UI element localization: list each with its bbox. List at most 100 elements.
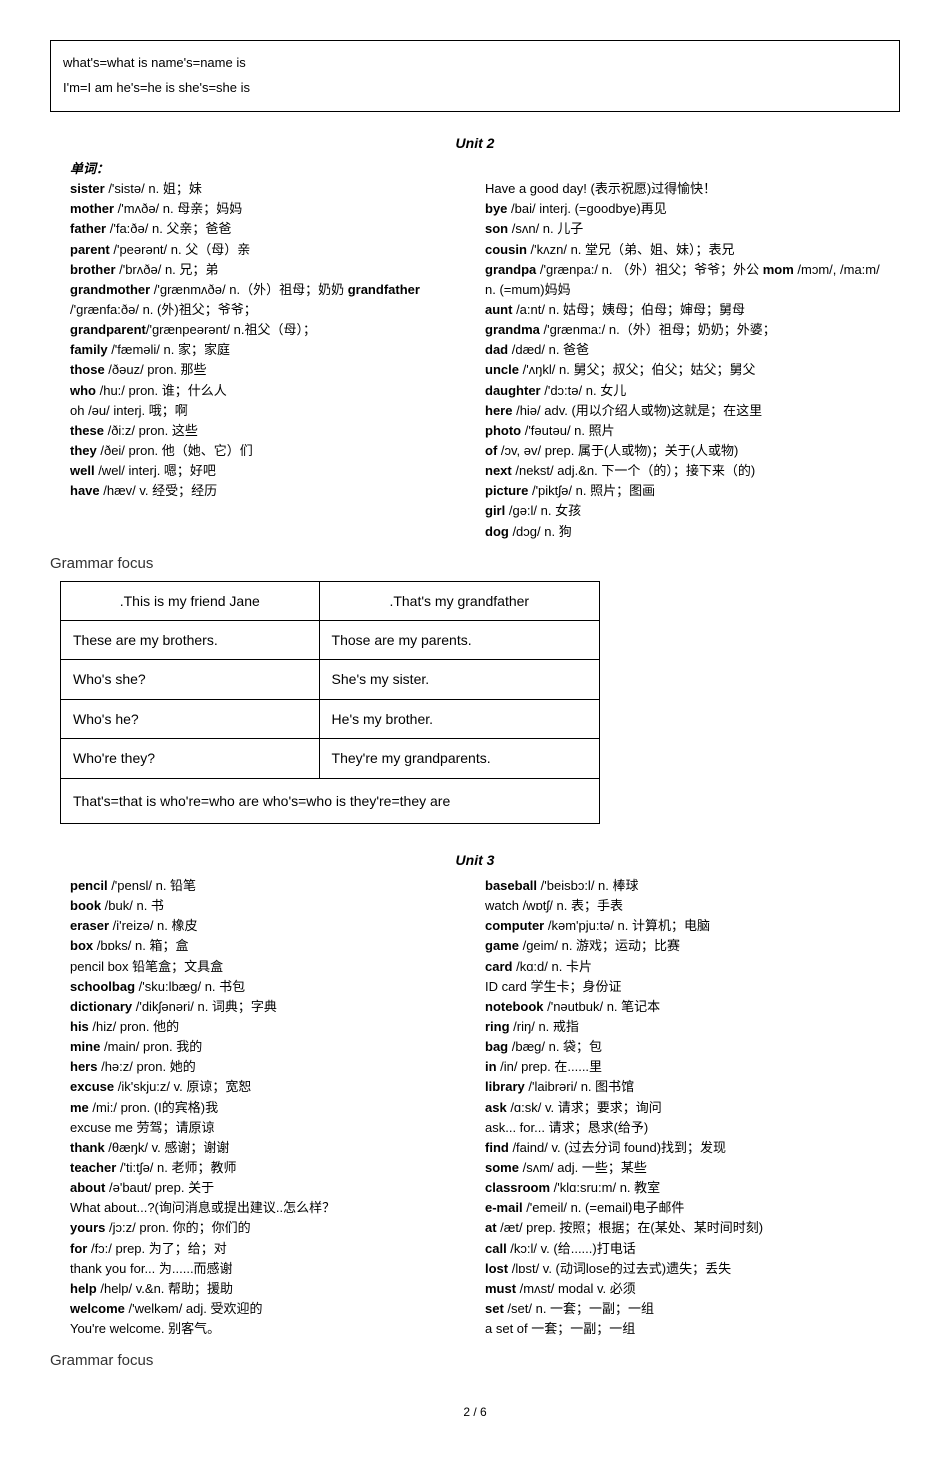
vocab-entry: me /mi:/ pron. (I的宾格)我 [70, 1098, 465, 1118]
vocab-entry: You're welcome. 别客气。 [70, 1319, 465, 1339]
vocab-entry: daughter /'dɔ:tə/ n. 女儿 [485, 381, 880, 401]
vocab-entry: these /ði:z/ pron. 这些 [70, 421, 465, 441]
unit3-vocab-left: pencil /'pensl/ n. 铅笔book /buk/ n. 书eras… [70, 876, 465, 1339]
grammar-cell: He's my brother. [319, 699, 599, 738]
vocab-entry: brother /'brʌðə/ n. 兄；弟 [70, 260, 465, 280]
vocab-entry: What about...?(询问消息或提出建议..怎么样？ [70, 1198, 465, 1218]
vocab-entry: here /hiə/ adv. (用以介绍人或物)这就是；在这里 [485, 401, 880, 421]
table-row: These are my brothers.Those are my paren… [61, 621, 600, 660]
vocab-entry: grandparent/'grænpeərənt/ n.祖父（母）； [70, 320, 465, 340]
vocab-entry: next /nekst/ adj.&n. 下一个（的）；接下来（的) [485, 461, 880, 481]
grammar-table-unit2: .This is my friend Jane.That's my grandf… [60, 581, 600, 824]
unit3-title: Unit 3 [50, 849, 900, 871]
vocab-entry: watch /wɒtʃ/ n. 表；手表 [485, 896, 880, 916]
grammar-focus-heading: Grammar focus [50, 552, 900, 576]
grammar-cell: Who's he? [61, 699, 320, 738]
unit2-vocab-right: Have a good day! (表示祝愿)过得愉快！bye /bai/ in… [485, 159, 880, 542]
vocab-entry: bye /bai/ interj. (=goodbye)再见 [485, 199, 880, 219]
vocab-entry: set /set/ n. 一套；一副；一组 [485, 1299, 880, 1319]
vocab-header: 单词： [70, 159, 465, 179]
unit2-vocab-left: 单词： sister /'sistə/ n. 姐；妹mother /'mʌðə/… [70, 159, 465, 542]
vocab-entry: grandpa /'grænpa:/ n. （外）祖父；爷爷；外公 mom /m… [485, 260, 880, 300]
vocab-entry: call /kɔ:l/ v. (给......)打电话 [485, 1239, 880, 1259]
vocab-entry: card /kɑ:d/ n. 卡片 [485, 957, 880, 977]
vocab-entry: library /'laibrəri/ n. 图书馆 [485, 1077, 880, 1097]
vocab-entry: ID card 学生卡；身份证 [485, 977, 880, 997]
page-number: 2 / 6 [50, 1403, 900, 1422]
grammar-cell: She's my sister. [319, 660, 599, 699]
grammar-focus-heading-3: Grammar focus [50, 1349, 900, 1373]
vocab-entry: classroom /'klɑ:sru:m/ n. 教室 [485, 1178, 880, 1198]
contractions-line-2: I'm=I am he's=he is she's=she is [63, 78, 887, 99]
vocab-entry: game /geim/ n. 游戏；运动；比赛 [485, 936, 880, 956]
vocab-entry: at /æt/ prep. 按照；根据；在(某处、某时间时刻) [485, 1218, 880, 1238]
vocab-entry: must /mʌst/ modal v. 必须 [485, 1279, 880, 1299]
vocab-entry: family /'fæməli/ n. 家；家庭 [70, 340, 465, 360]
vocab-entry: those /ðəuz/ pron. 那些 [70, 360, 465, 380]
vocab-entry: photo /'fəutəu/ n. 照片 [485, 421, 880, 441]
vocab-entry: aunt /a:nt/ n. 姑母；姨母；伯母；婶母；舅母 [485, 300, 880, 320]
vocab-entry: his /hiz/ pron. 他的 [70, 1017, 465, 1037]
grammar-cell: Those are my parents. [319, 621, 599, 660]
vocab-entry: box /bɒks/ n. 箱；盒 [70, 936, 465, 956]
vocab-entry: teacher /'ti:tʃə/ n. 老师；教师 [70, 1158, 465, 1178]
table-row: Who're they?They're my grandparents. [61, 739, 600, 778]
vocab-entry: hers /hə:z/ pron. 她的 [70, 1057, 465, 1077]
grammar-cell: Who're they? [61, 739, 320, 778]
vocab-entry: bag /bæg/ n. 袋；包 [485, 1037, 880, 1057]
vocab-entry: of /ɔv, əv/ prep. 属于(人或物)；关于(人或物) [485, 441, 880, 461]
vocab-entry: for /fɔ:/ prep. 为了；给；对 [70, 1239, 465, 1259]
grammar-footer: That's=that is who're=who are who's=who … [61, 778, 600, 823]
vocab-entry: a set of 一套；一副；一组 [485, 1319, 880, 1339]
vocab-entry: father /'fa:ðə/ n. 父亲；爸爸 [70, 219, 465, 239]
vocab-entry: yours /jɔ:z/ pron. 你的；你们的 [70, 1218, 465, 1238]
vocab-entry: mother /'mʌðə/ n. 母亲；妈妈 [70, 199, 465, 219]
vocab-entry: excuse /ik'skju:z/ v. 原谅；宽恕 [70, 1077, 465, 1097]
table-row: Who's he?He's my brother. [61, 699, 600, 738]
vocab-entry: e-mail /'emeil/ n. (=email)电子邮件 [485, 1198, 880, 1218]
vocab-entry: ring /riŋ/ n. 戒指 [485, 1017, 880, 1037]
unit2-vocab: 单词： sister /'sistə/ n. 姐；妹mother /'mʌðə/… [70, 159, 880, 542]
contractions-line-1: what's=what is name's=name is [63, 53, 887, 74]
vocab-entry: baseball /'beisbɔ:l/ n. 棒球 [485, 876, 880, 896]
vocab-entry: cousin /'kʌzn/ n. 堂兄（弟、姐、妹）；表兄 [485, 240, 880, 260]
vocab-entry: well /wel/ interj. 嗯；好吧 [70, 461, 465, 481]
vocab-entry: they /ðei/ pron. 他（她、它）们 [70, 441, 465, 461]
table-row: Who's she?She's my sister. [61, 660, 600, 699]
vocab-entry: excuse me 劳驾；请原谅 [70, 1118, 465, 1138]
vocab-entry: computer /kəm'pju:tə/ n. 计算机；电脑 [485, 916, 880, 936]
vocab-entry: Have a good day! (表示祝愿)过得愉快！ [485, 179, 880, 199]
vocab-entry: lost /lɒst/ v. (动词lose的过去式)遗失；丢失 [485, 1259, 880, 1279]
unit3-vocab-right: baseball /'beisbɔ:l/ n. 棒球watch /wɒtʃ/ n… [485, 876, 880, 1339]
vocab-entry: ask... for... 请求；恳求(给予) [485, 1118, 880, 1138]
table-row: .This is my friend Jane.That's my grandf… [61, 581, 600, 620]
vocab-entry: dictionary /'dikʃənəri/ n. 词典；字典 [70, 997, 465, 1017]
vocab-entry: parent /'peərənt/ n. 父（母）亲 [70, 240, 465, 260]
vocab-entry: about /ə'baut/ prep. 关于 [70, 1178, 465, 1198]
vocab-entry: have /hæv/ v. 经受；经历 [70, 481, 465, 501]
grammar-cell: .This is my friend Jane [61, 581, 320, 620]
vocab-entry: grandmother /'grænmʌðə/ n.（外）祖母；奶奶 grand… [70, 280, 465, 320]
vocab-entry: pencil box 铅笔盒；文具盒 [70, 957, 465, 977]
vocab-entry: picture /'piktʃə/ n. 照片；图画 [485, 481, 880, 501]
unit3-vocab: pencil /'pensl/ n. 铅笔book /buk/ n. 书eras… [70, 876, 880, 1339]
grammar-cell: Who's she? [61, 660, 320, 699]
vocab-entry: dad /dæd/ n. 爸爸 [485, 340, 880, 360]
vocab-entry: sister /'sistə/ n. 姐；妹 [70, 179, 465, 199]
vocab-entry: some /sʌm/ adj. 一些；某些 [485, 1158, 880, 1178]
vocab-entry: help /help/ v.&n. 帮助；援助 [70, 1279, 465, 1299]
vocab-entry: schoolbag /'sku:lbæg/ n. 书包 [70, 977, 465, 997]
vocab-entry: mine /main/ pron. 我的 [70, 1037, 465, 1057]
vocab-entry: grandma /'grænma:/ n.（外）祖母；奶奶；外婆； [485, 320, 880, 340]
vocab-entry: son /sʌn/ n. 儿子 [485, 219, 880, 239]
vocab-entry: who /hu:/ pron. 谁；什么人 [70, 381, 465, 401]
vocab-entry: uncle /'ʌŋkl/ n. 舅父；叔父；伯父；姑父；舅父 [485, 360, 880, 380]
vocab-entry: thank you for... 为......而感谢 [70, 1259, 465, 1279]
vocab-entry: book /buk/ n. 书 [70, 896, 465, 916]
vocab-entry: girl /gə:l/ n. 女孩 [485, 501, 880, 521]
grammar-cell: They're my grandparents. [319, 739, 599, 778]
vocab-entry: eraser /i'reizə/ n. 橡皮 [70, 916, 465, 936]
grammar-cell: These are my brothers. [61, 621, 320, 660]
vocab-entry: dog /dɔg/ n. 狗 [485, 522, 880, 542]
vocab-entry: in /in/ prep. 在......里 [485, 1057, 880, 1077]
